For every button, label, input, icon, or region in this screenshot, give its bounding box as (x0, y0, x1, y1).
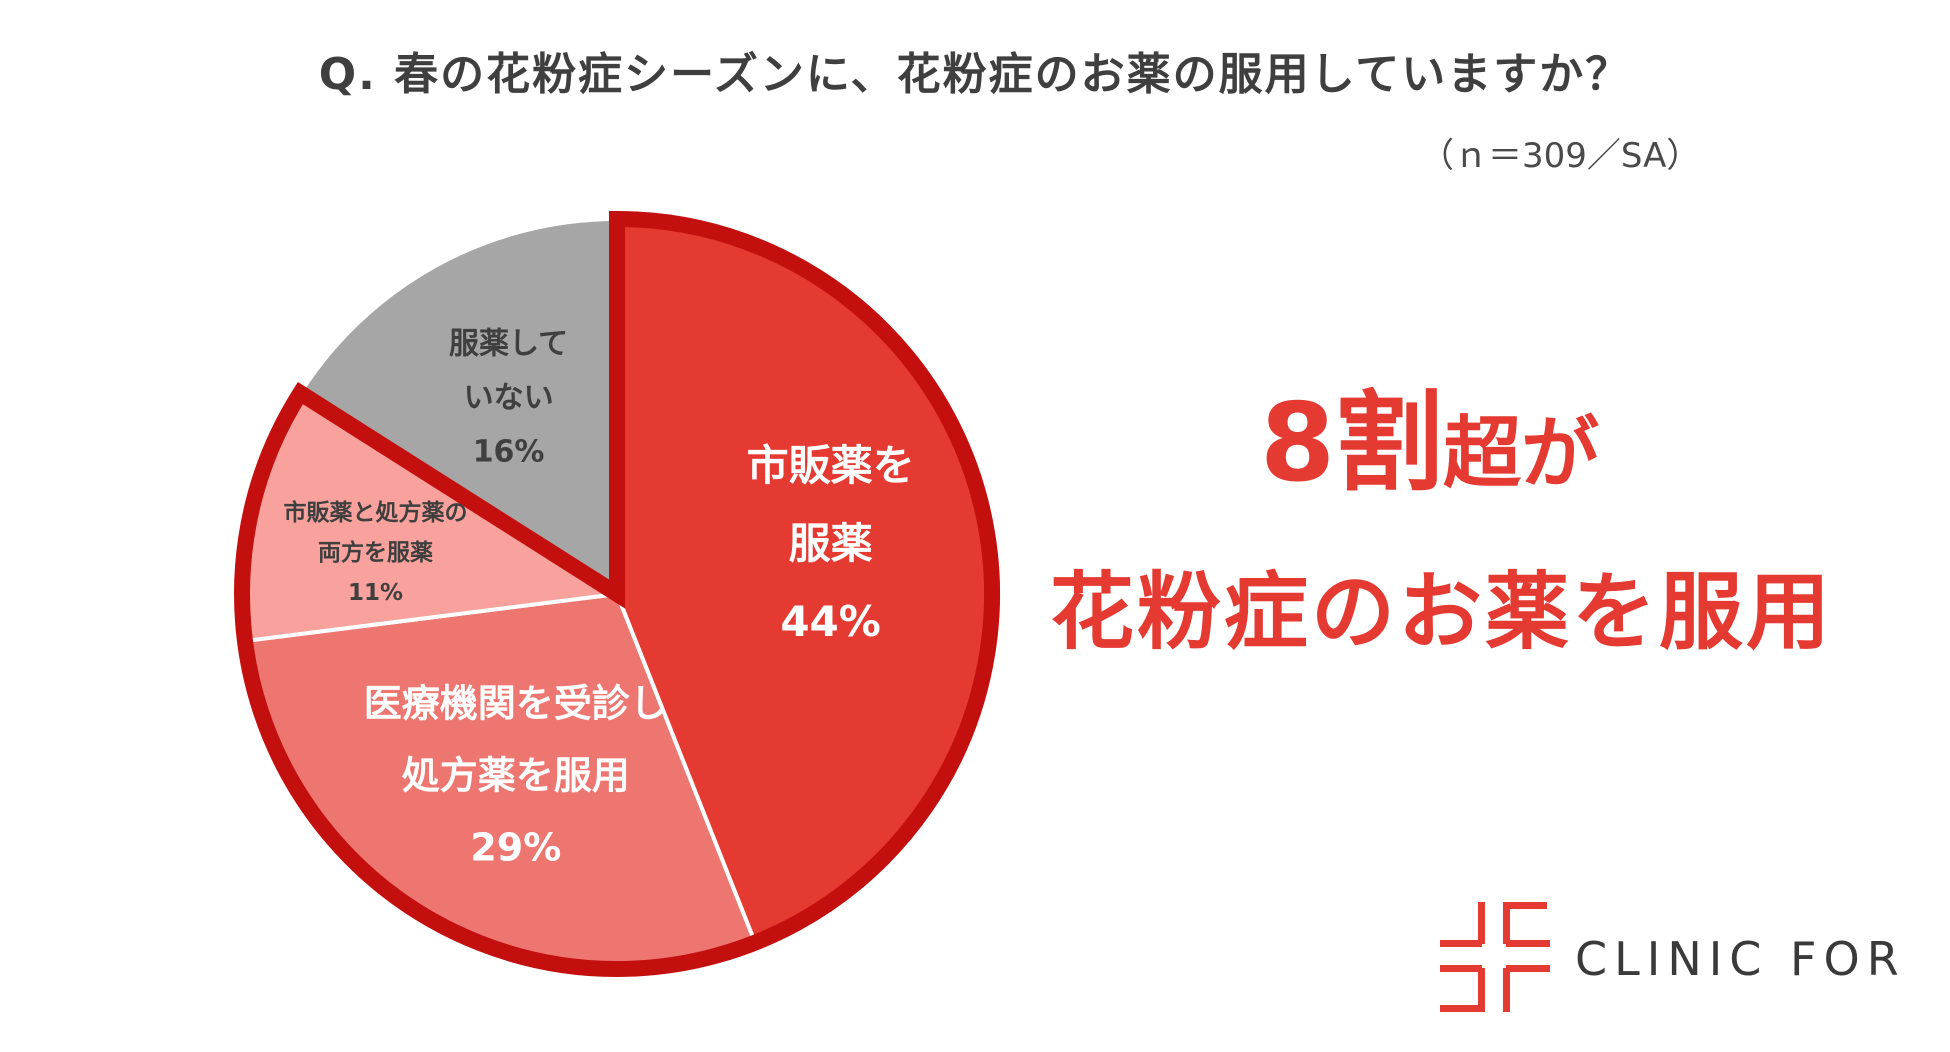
pie-chart: 市販薬を服薬 44% 医療機関を受診し処方薬を服用 29% 市販薬と処方薬の両方を服薬 1… (234, 210, 1000, 977)
headline-suffix: 超が (1443, 409, 1600, 499)
pie-slice (297, 216, 619, 598)
brand-logo: CLINIC FOR (1440, 902, 1910, 1012)
highlight-outline (234, 210, 1000, 977)
slice-label: 医療機関を受診し処方薬を服用 29% (364, 681, 668, 869)
slice-percent-label: 16% (473, 434, 545, 469)
brand-name: CLINIC FOR (1575, 932, 1906, 986)
slice-category-label: 市販薬と処方薬の (284, 499, 468, 526)
headline-main: 8割超が (1260, 390, 1599, 498)
question-title: Q. 春の花粉症シーズンに、花粉症のお薬の服用していますか？ (318, 49, 1632, 100)
headline-sub: 花粉症のお薬を服用 (1050, 563, 1834, 661)
slice-label: 市販薬と処方薬の両方を服薬 11% (284, 499, 468, 606)
slice-category-label: 服薬 (789, 519, 873, 568)
slice-category-label: いない (464, 380, 554, 415)
clinic-cross-icon (1440, 902, 1550, 1012)
slice-label: 市販薬を服薬 44% (747, 441, 915, 646)
slice-category-label: 服薬して (449, 326, 568, 361)
slice-category-label: 処方薬を服用 (402, 753, 630, 797)
slice-percent-label: 11% (348, 580, 403, 606)
slice-category-label: 両方を服薬 (318, 539, 433, 566)
slice-category-label: 市販薬を (747, 441, 915, 490)
slice-percent-label: 29% (470, 825, 561, 869)
slice-category-label: 医療機関を受診し (364, 681, 668, 725)
slice-label: 服薬していない 16% (449, 326, 568, 469)
sample-size-note: （ｎ＝309／SA） (1420, 136, 1701, 176)
headline-number: 8割 (1260, 381, 1444, 506)
slice-percent-label: 44% (780, 597, 881, 646)
